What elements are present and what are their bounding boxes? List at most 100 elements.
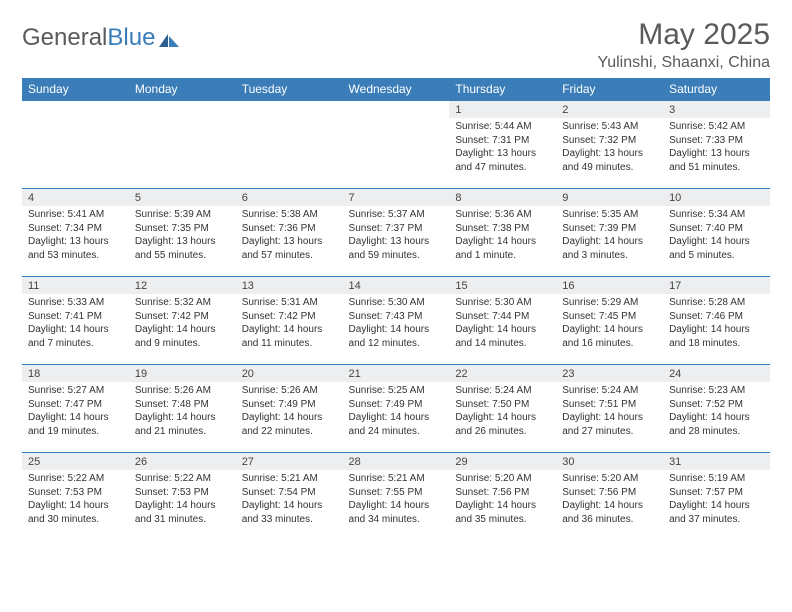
daylight-text: Daylight: 14 hours and 27 minutes. (562, 411, 657, 438)
calendar-table: Sunday Monday Tuesday Wednesday Thursday… (22, 78, 770, 541)
day-details: Sunrise: 5:31 AMSunset: 7:42 PMDaylight:… (236, 294, 343, 354)
daylight-text: Daylight: 13 hours and 53 minutes. (28, 235, 123, 262)
day-number: 12 (129, 277, 236, 294)
day-details: Sunrise: 5:24 AMSunset: 7:50 PMDaylight:… (449, 382, 556, 442)
day-details: Sunrise: 5:34 AMSunset: 7:40 PMDaylight:… (663, 206, 770, 266)
daylight-text: Daylight: 14 hours and 12 minutes. (349, 323, 444, 350)
day-number: 28 (343, 453, 450, 470)
calendar-cell: 18Sunrise: 5:27 AMSunset: 7:47 PMDayligh… (22, 365, 129, 453)
day-number: 14 (343, 277, 450, 294)
daylight-text: Daylight: 14 hours and 33 minutes. (242, 499, 337, 526)
day-number: 5 (129, 189, 236, 206)
sunset-text: Sunset: 7:42 PM (135, 310, 230, 324)
daylight-text: Daylight: 14 hours and 26 minutes. (455, 411, 550, 438)
sunrise-text: Sunrise: 5:23 AM (669, 384, 764, 398)
logo-text-2: Blue (107, 24, 155, 52)
sunset-text: Sunset: 7:35 PM (135, 222, 230, 236)
daylight-text: Daylight: 14 hours and 24 minutes. (349, 411, 444, 438)
calendar-cell: 25Sunrise: 5:22 AMSunset: 7:53 PMDayligh… (22, 453, 129, 541)
sunrise-text: Sunrise: 5:44 AM (455, 120, 550, 134)
day-number: 1 (449, 101, 556, 118)
day-details: Sunrise: 5:23 AMSunset: 7:52 PMDaylight:… (663, 382, 770, 442)
sunset-text: Sunset: 7:49 PM (349, 398, 444, 412)
sunrise-text: Sunrise: 5:20 AM (455, 472, 550, 486)
day-details: Sunrise: 5:38 AMSunset: 7:36 PMDaylight:… (236, 206, 343, 266)
sunrise-text: Sunrise: 5:22 AM (135, 472, 230, 486)
calendar-cell (22, 101, 129, 189)
day-details: Sunrise: 5:21 AMSunset: 7:54 PMDaylight:… (236, 470, 343, 530)
calendar-cell: 21Sunrise: 5:25 AMSunset: 7:49 PMDayligh… (343, 365, 450, 453)
calendar-cell: 16Sunrise: 5:29 AMSunset: 7:45 PMDayligh… (556, 277, 663, 365)
daylight-text: Daylight: 14 hours and 19 minutes. (28, 411, 123, 438)
day-details: Sunrise: 5:20 AMSunset: 7:56 PMDaylight:… (556, 470, 663, 530)
weekday-header: Sunday (22, 78, 129, 101)
title-block: May 2025 Yulinshi, Shaanxi, China (597, 18, 770, 72)
calendar-cell: 28Sunrise: 5:21 AMSunset: 7:55 PMDayligh… (343, 453, 450, 541)
day-number: 30 (556, 453, 663, 470)
day-number: 26 (129, 453, 236, 470)
sunset-text: Sunset: 7:42 PM (242, 310, 337, 324)
sunset-text: Sunset: 7:40 PM (669, 222, 764, 236)
daylight-text: Daylight: 13 hours and 55 minutes. (135, 235, 230, 262)
day-details: Sunrise: 5:32 AMSunset: 7:42 PMDaylight:… (129, 294, 236, 354)
calendar-week-row: 18Sunrise: 5:27 AMSunset: 7:47 PMDayligh… (22, 365, 770, 453)
day-number: 29 (449, 453, 556, 470)
daylight-text: Daylight: 14 hours and 18 minutes. (669, 323, 764, 350)
sunset-text: Sunset: 7:56 PM (455, 486, 550, 500)
logo-sail-icon (158, 29, 180, 47)
day-number: 18 (22, 365, 129, 382)
day-details: Sunrise: 5:41 AMSunset: 7:34 PMDaylight:… (22, 206, 129, 266)
day-number: 3 (663, 101, 770, 118)
sunrise-text: Sunrise: 5:19 AM (669, 472, 764, 486)
sunset-text: Sunset: 7:51 PM (562, 398, 657, 412)
day-number: 11 (22, 277, 129, 294)
day-number: 9 (556, 189, 663, 206)
sunrise-text: Sunrise: 5:21 AM (349, 472, 444, 486)
daylight-text: Daylight: 14 hours and 11 minutes. (242, 323, 337, 350)
day-number: 16 (556, 277, 663, 294)
sunset-text: Sunset: 7:57 PM (669, 486, 764, 500)
weekday-header: Saturday (663, 78, 770, 101)
sunrise-text: Sunrise: 5:21 AM (242, 472, 337, 486)
daylight-text: Daylight: 14 hours and 35 minutes. (455, 499, 550, 526)
daylight-text: Daylight: 14 hours and 21 minutes. (135, 411, 230, 438)
calendar-week-row: 4Sunrise: 5:41 AMSunset: 7:34 PMDaylight… (22, 189, 770, 277)
calendar-cell (236, 101, 343, 189)
calendar-cell: 5Sunrise: 5:39 AMSunset: 7:35 PMDaylight… (129, 189, 236, 277)
day-details: Sunrise: 5:33 AMSunset: 7:41 PMDaylight:… (22, 294, 129, 354)
sunrise-text: Sunrise: 5:32 AM (135, 296, 230, 310)
day-details: Sunrise: 5:24 AMSunset: 7:51 PMDaylight:… (556, 382, 663, 442)
weekday-header: Thursday (449, 78, 556, 101)
day-number: 15 (449, 277, 556, 294)
sunrise-text: Sunrise: 5:38 AM (242, 208, 337, 222)
sunset-text: Sunset: 7:52 PM (669, 398, 764, 412)
calendar-cell: 31Sunrise: 5:19 AMSunset: 7:57 PMDayligh… (663, 453, 770, 541)
calendar-cell: 13Sunrise: 5:31 AMSunset: 7:42 PMDayligh… (236, 277, 343, 365)
day-number: 31 (663, 453, 770, 470)
day-number: 4 (22, 189, 129, 206)
sunset-text: Sunset: 7:38 PM (455, 222, 550, 236)
weekday-header-row: Sunday Monday Tuesday Wednesday Thursday… (22, 78, 770, 101)
calendar-cell: 2Sunrise: 5:43 AMSunset: 7:32 PMDaylight… (556, 101, 663, 189)
calendar-cell: 9Sunrise: 5:35 AMSunset: 7:39 PMDaylight… (556, 189, 663, 277)
calendar-cell: 19Sunrise: 5:26 AMSunset: 7:48 PMDayligh… (129, 365, 236, 453)
calendar-cell: 17Sunrise: 5:28 AMSunset: 7:46 PMDayligh… (663, 277, 770, 365)
day-number: 20 (236, 365, 343, 382)
sunset-text: Sunset: 7:55 PM (349, 486, 444, 500)
calendar-cell: 27Sunrise: 5:21 AMSunset: 7:54 PMDayligh… (236, 453, 343, 541)
sunrise-text: Sunrise: 5:22 AM (28, 472, 123, 486)
daylight-text: Daylight: 14 hours and 28 minutes. (669, 411, 764, 438)
calendar-cell: 6Sunrise: 5:38 AMSunset: 7:36 PMDaylight… (236, 189, 343, 277)
weekday-header: Wednesday (343, 78, 450, 101)
calendar-cell: 23Sunrise: 5:24 AMSunset: 7:51 PMDayligh… (556, 365, 663, 453)
calendar-cell: 30Sunrise: 5:20 AMSunset: 7:56 PMDayligh… (556, 453, 663, 541)
day-details: Sunrise: 5:19 AMSunset: 7:57 PMDaylight:… (663, 470, 770, 530)
calendar-cell (343, 101, 450, 189)
day-details: Sunrise: 5:20 AMSunset: 7:56 PMDaylight:… (449, 470, 556, 530)
sunrise-text: Sunrise: 5:41 AM (28, 208, 123, 222)
daylight-text: Daylight: 14 hours and 31 minutes. (135, 499, 230, 526)
calendar-cell: 26Sunrise: 5:22 AMSunset: 7:53 PMDayligh… (129, 453, 236, 541)
daylight-text: Daylight: 14 hours and 7 minutes. (28, 323, 123, 350)
sunset-text: Sunset: 7:31 PM (455, 134, 550, 148)
sunrise-text: Sunrise: 5:24 AM (562, 384, 657, 398)
